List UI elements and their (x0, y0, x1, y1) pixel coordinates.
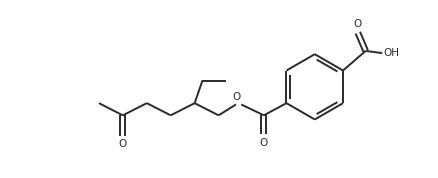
Text: O: O (354, 19, 362, 29)
Text: O: O (119, 139, 127, 149)
Text: O: O (232, 92, 240, 102)
Text: O: O (260, 138, 268, 148)
Text: OH: OH (384, 48, 399, 58)
